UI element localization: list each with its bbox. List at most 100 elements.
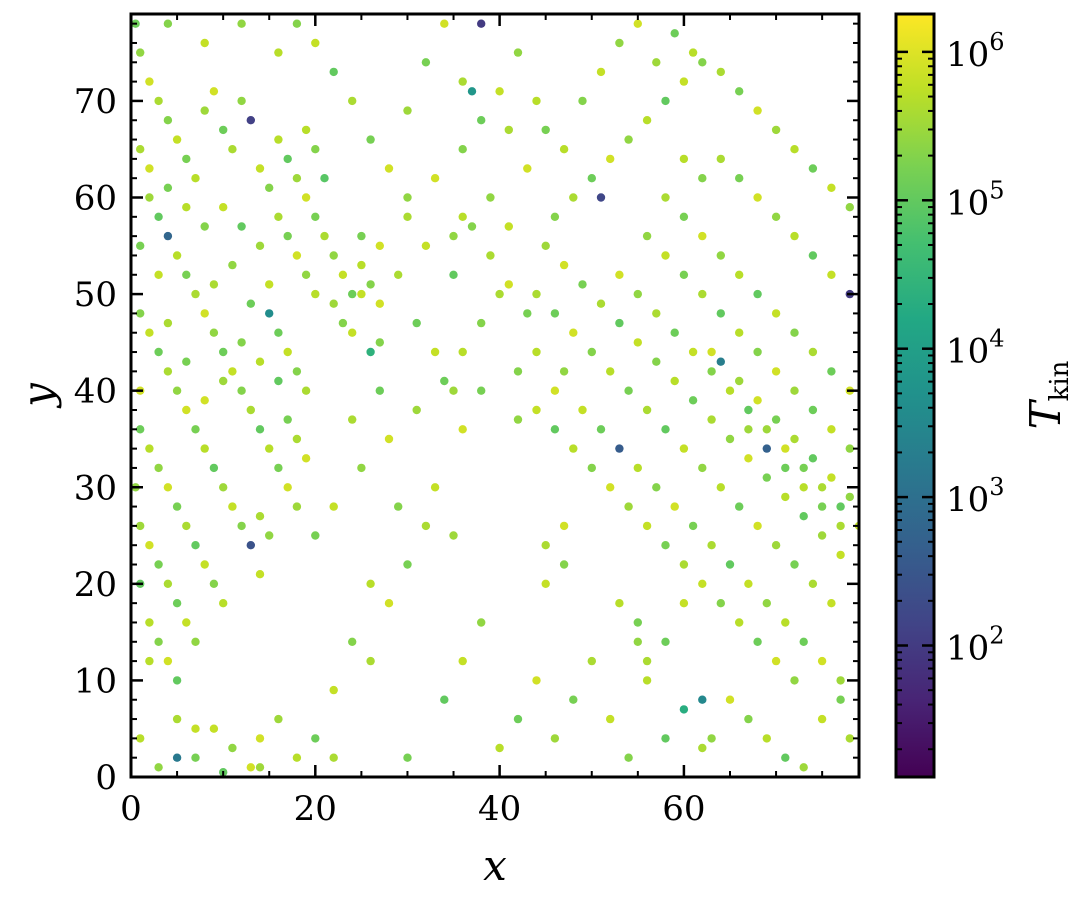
- data-point: [421, 241, 431, 250]
- data-point: [725, 560, 735, 569]
- data-point: [642, 231, 652, 241]
- colorbar-tick-label: 104: [946, 325, 1005, 372]
- data-point: [163, 318, 173, 328]
- data-point: [219, 125, 228, 135]
- data-point: [219, 483, 228, 492]
- data-point: [587, 656, 596, 666]
- data-point: [707, 734, 716, 743]
- data-point: [403, 560, 412, 569]
- data-point: [467, 222, 477, 231]
- data-point: [145, 541, 154, 550]
- data-point: [191, 753, 200, 762]
- data-point: [495, 87, 504, 96]
- data-point: [200, 396, 209, 405]
- data-point: [292, 367, 302, 376]
- data-point: [504, 222, 513, 231]
- colorbar-label: Tkin: [1021, 360, 1075, 429]
- data-point: [366, 347, 375, 357]
- x-tick-label: 20: [294, 789, 337, 829]
- data-point: [430, 347, 440, 357]
- data-point: [449, 270, 458, 279]
- data-point: [255, 512, 265, 521]
- data-point: [274, 212, 283, 221]
- data-point: [559, 521, 569, 531]
- data-point: [172, 599, 182, 608]
- data-point: [172, 251, 182, 260]
- data-point: [219, 347, 228, 357]
- data-point: [808, 454, 818, 463]
- data-point: [550, 386, 560, 395]
- data-point: [652, 357, 661, 366]
- data-point: [191, 174, 200, 183]
- data-point: [817, 714, 827, 724]
- data-point: [311, 145, 320, 154]
- data-point: [661, 96, 670, 106]
- data-point: [163, 483, 173, 492]
- data-point: [200, 38, 209, 48]
- data-point: [642, 405, 652, 415]
- data-point: [642, 656, 652, 666]
- data-point: [283, 347, 292, 357]
- data-point: [255, 357, 265, 366]
- data-point: [145, 164, 154, 173]
- data-point: [670, 376, 679, 386]
- data-point: [348, 289, 357, 299]
- data-point: [255, 570, 265, 579]
- data-point: [163, 19, 173, 28]
- data-point: [799, 483, 808, 492]
- data-point: [283, 154, 292, 164]
- data-point: [311, 531, 320, 540]
- data-point: [246, 299, 255, 308]
- data-point: [329, 753, 338, 762]
- data-point: [421, 58, 431, 67]
- data-point: [707, 541, 716, 550]
- data-point: [440, 19, 449, 28]
- data-point: [357, 231, 366, 241]
- data-point: [790, 560, 799, 569]
- data-point: [698, 743, 707, 753]
- data-point: [633, 338, 642, 347]
- data-point: [808, 405, 818, 415]
- data-point: [154, 270, 163, 279]
- data-point: [744, 579, 753, 588]
- data-point: [219, 599, 228, 608]
- data-point: [237, 386, 246, 395]
- data-point: [182, 357, 191, 366]
- data-point: [606, 154, 615, 164]
- data-point: [458, 77, 467, 86]
- data-point: [679, 444, 689, 453]
- colorbar-label-sub: kin: [1045, 360, 1075, 401]
- data-point: [209, 463, 219, 473]
- data-point: [744, 454, 753, 463]
- data-point: [836, 550, 845, 560]
- data-point: [228, 145, 237, 154]
- data-point: [449, 231, 458, 241]
- data-point: [182, 270, 191, 279]
- plot-frame: [129, 12, 861, 779]
- data-point: [642, 521, 652, 531]
- data-point: [707, 347, 716, 357]
- data-point: [606, 483, 615, 492]
- data-point: [652, 309, 661, 318]
- data-point: [716, 483, 725, 492]
- y-axis-ticks: 0 10 20 30 40 50 60 70: [74, 22, 859, 798]
- data-point: [771, 656, 781, 666]
- data-point: [781, 618, 790, 627]
- data-point: [209, 579, 219, 588]
- data-point: [292, 174, 302, 183]
- data-point: [735, 618, 744, 627]
- data-point: [532, 96, 541, 106]
- data-point: [661, 637, 670, 646]
- data-point: [808, 347, 818, 357]
- data-point: [145, 656, 154, 666]
- data-point: [458, 656, 467, 666]
- data-point: [228, 260, 237, 270]
- data-point: [163, 367, 173, 376]
- data-point: [735, 87, 744, 96]
- data-point: [532, 347, 541, 357]
- data-point: [532, 405, 541, 415]
- data-point: [154, 96, 163, 106]
- data-point: [781, 753, 790, 762]
- data-point: [265, 183, 274, 192]
- data-point: [403, 753, 412, 762]
